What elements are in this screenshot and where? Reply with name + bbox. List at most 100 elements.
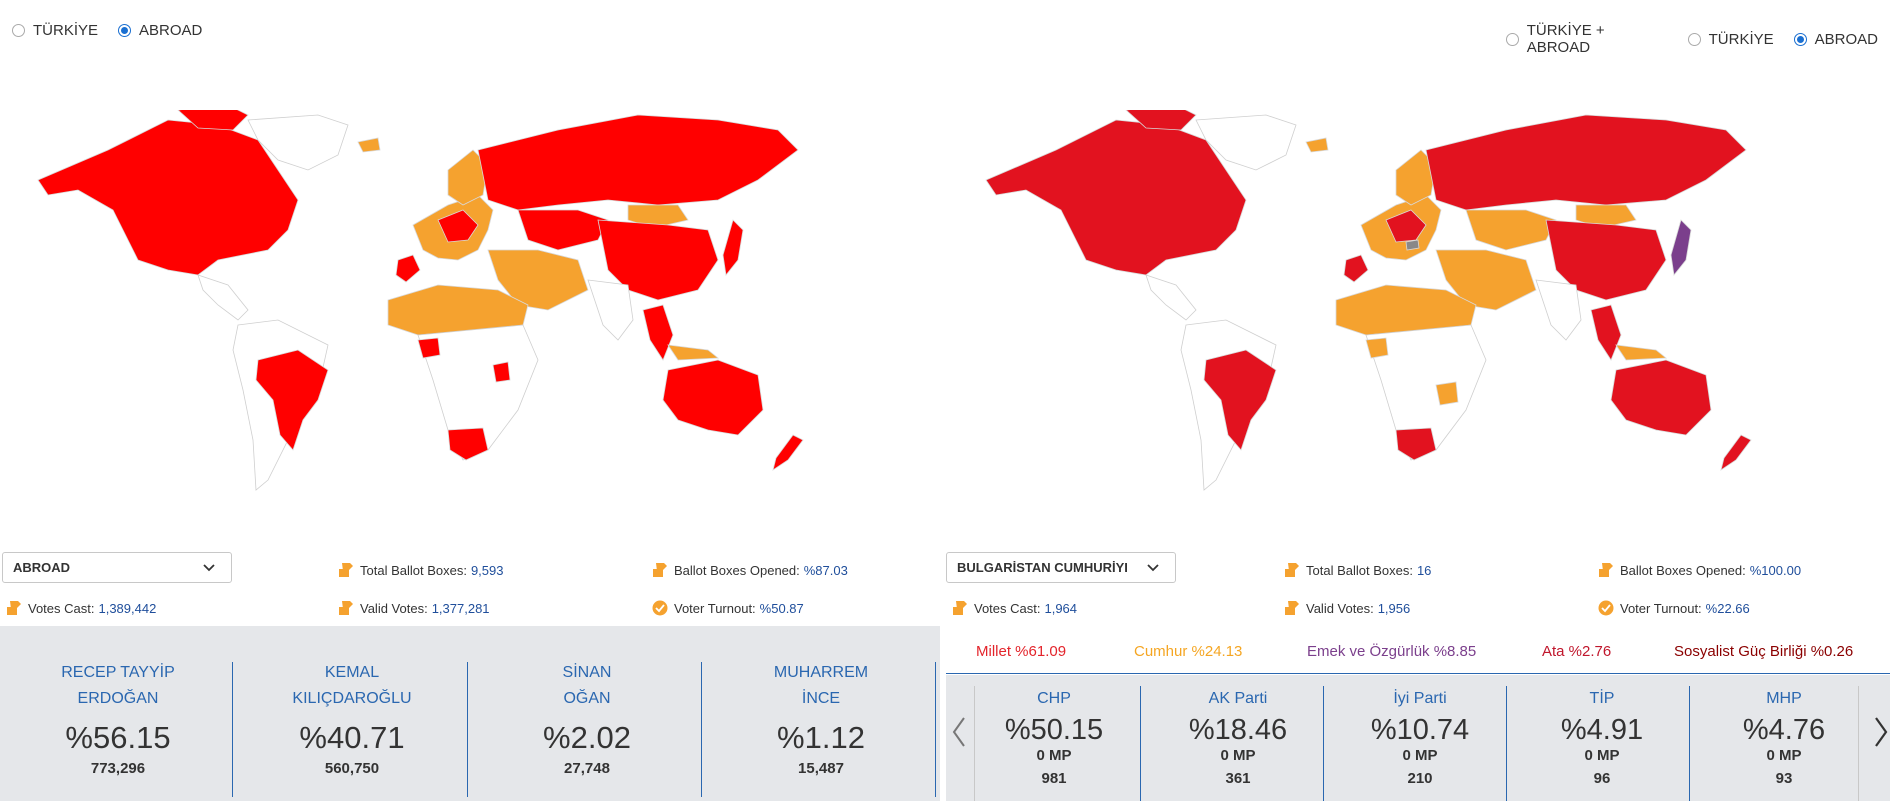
world-map-parliamentary[interactable] (966, 110, 1766, 510)
world-map-presidential[interactable] (18, 110, 818, 510)
candidate-votes: 15,487 (798, 760, 844, 777)
region-select-label: ABROAD (13, 560, 71, 575)
map-japan (1670, 219, 1692, 276)
stat-ballot-boxes-opened: Ballot Boxes Opened: %100.00 (1598, 562, 1801, 578)
stat-label: Ballot Boxes Opened: (1620, 562, 1746, 578)
radio-turkiye-abroad[interactable]: TÜRKİYE + ABROAD (1506, 22, 1668, 56)
map-australia (1610, 359, 1712, 436)
map-bulgaria (1405, 239, 1420, 251)
map-central-asia (1465, 209, 1557, 251)
map-central-america (1145, 274, 1197, 321)
party-mp: 0 MP (1220, 747, 1256, 764)
candidate-card[interactable]: MUHARREM İNCE %1.12 15,487 (733, 660, 909, 777)
party-card[interactable]: CHP %50.15 0 MP 981 (984, 690, 1124, 787)
divider (974, 686, 975, 801)
radio-circle[interactable] (1506, 32, 1519, 46)
candidate-percentage: %40.71 (299, 720, 405, 755)
map-japan (722, 219, 744, 276)
map-se-asia (642, 304, 674, 361)
right-scope-radio-group: TÜRKİYE + ABROAD TÜRKİYE ABROAD (1506, 22, 1898, 56)
party-name: TİP (1589, 690, 1615, 707)
stat-votes-cast: Votes Cast: 1,389,442 (6, 600, 156, 616)
party-card[interactable]: TİP %4.91 0 MP 96 (1532, 690, 1672, 787)
ballot-box-icon (1599, 563, 1613, 577)
stat-voter-turnout: Voter Turnout: %22.66 (1598, 600, 1750, 616)
map-europe-central (437, 209, 479, 243)
party-percentage: %10.74 (1370, 714, 1470, 746)
alliance-millet[interactable]: Millet %61.09 (976, 643, 1067, 660)
radio-turkiye[interactable]: TÜRKİYE (1687, 31, 1774, 48)
divider (1689, 686, 1690, 801)
radio-circle[interactable] (12, 24, 25, 37)
right-panel: TÜRKİYE + ABROAD TÜRKİYE ABROAD (946, 0, 1898, 803)
divider (935, 662, 936, 797)
map-iceland (1305, 137, 1329, 153)
stat-value: %87.03 (803, 562, 848, 578)
chevron-down-icon (1147, 564, 1159, 572)
radio-abroad[interactable]: ABROAD (118, 22, 202, 39)
candidates-panel (0, 626, 940, 801)
radio-circle[interactable] (1687, 32, 1701, 46)
parties-panel (946, 675, 1890, 801)
map-south-africa (1395, 427, 1437, 461)
stat-valid-votes: Valid Votes: 1,377,281 (338, 600, 490, 616)
candidate-name-line2: OĞAN (563, 690, 611, 707)
stat-label: Total Ballot Boxes: (1306, 562, 1413, 578)
stat-label: Valid Votes: (360, 600, 428, 616)
stat-value: %50.87 (759, 600, 804, 616)
party-card[interactable]: AK Parti %18.46 0 MP 361 (1168, 690, 1308, 787)
stat-voter-turnout: Voter Turnout: %50.87 (652, 600, 804, 616)
map-china (1545, 219, 1667, 301)
alliance-sgb[interactable]: Sosyalist Güç Birliği %0.26 (1674, 643, 1854, 660)
party-card[interactable]: MHP %4.76 0 MP 93 (1714, 690, 1854, 787)
candidate-name-line2: İNCE (801, 690, 841, 707)
alliance-cumhur[interactable]: Cumhur %24.13 (1134, 643, 1243, 660)
party-mp: 0 MP (1036, 747, 1072, 764)
stat-label: Valid Votes: (1306, 600, 1374, 616)
map-indonesia (667, 344, 720, 361)
map-central-asia (517, 209, 609, 251)
radio-circle-checked[interactable] (1793, 32, 1807, 46)
candidate-card[interactable]: SİNAN OĞAN %2.02 27,748 (499, 660, 675, 777)
party-percentage: %4.76 (1742, 714, 1826, 746)
radio-label: TÜRKİYE + ABROAD (1526, 22, 1605, 56)
map-brazil (255, 349, 329, 451)
map-china (597, 219, 719, 301)
candidate-card[interactable]: RECEP TAYYİP ERDOĞAN %56.15 773,296 (30, 660, 206, 777)
stat-value: 16 (1416, 562, 1432, 578)
candidate-votes: 560,750 (324, 760, 380, 777)
country-select[interactable]: BULGARİSTAN CUMHURİYI (946, 552, 1176, 583)
alliance-emek[interactable]: Emek ve Özgürlük %8.85 (1307, 643, 1477, 660)
map-nigeria (417, 337, 441, 359)
stat-votes-cast: Votes Cast: 1,964 (952, 600, 1077, 616)
radio-turkiye[interactable]: TÜRKİYE (12, 22, 98, 39)
party-votes: 93 (1775, 770, 1793, 787)
chevron-left-icon[interactable] (950, 712, 970, 752)
map-australia (662, 359, 764, 436)
candidate-card[interactable]: KEMAL KILIÇDAROĞLU %40.71 560,750 (264, 660, 440, 777)
party-votes: 361 (1225, 770, 1251, 787)
divider (232, 662, 233, 797)
party-votes: 96 (1593, 770, 1611, 787)
party-votes: 981 (1041, 770, 1067, 787)
map-mongolia (1575, 204, 1637, 229)
country-select-label: BULGARİSTAN CUMHURİYI (957, 560, 1128, 575)
map-indonesia (1615, 344, 1668, 361)
map-canada-islands (177, 110, 249, 131)
radio-circle-checked[interactable] (118, 24, 132, 37)
map-middle-east (1435, 249, 1537, 311)
party-card[interactable]: İyi Parti %10.74 0 MP 210 (1350, 690, 1490, 787)
left-panel: TÜRKİYE ABROAD (0, 0, 940, 801)
map-south-asia (1535, 279, 1582, 341)
radio-label: ABROAD (1814, 30, 1878, 48)
alliance-ata[interactable]: Ata %2.76 (1542, 643, 1612, 660)
party-mp: 0 MP (1402, 747, 1438, 764)
chevron-right-icon[interactable] (1870, 712, 1890, 752)
candidate-name-line2: ERDOĞAN (77, 690, 159, 707)
chevron-down-icon (203, 564, 215, 572)
ballot-box-icon (339, 601, 353, 615)
stat-value: 1,389,442 (98, 600, 157, 616)
region-select[interactable]: ABROAD (2, 552, 232, 583)
candidate-name-line1: MUHARREM (773, 664, 869, 681)
radio-abroad[interactable]: ABROAD (1793, 30, 1878, 48)
